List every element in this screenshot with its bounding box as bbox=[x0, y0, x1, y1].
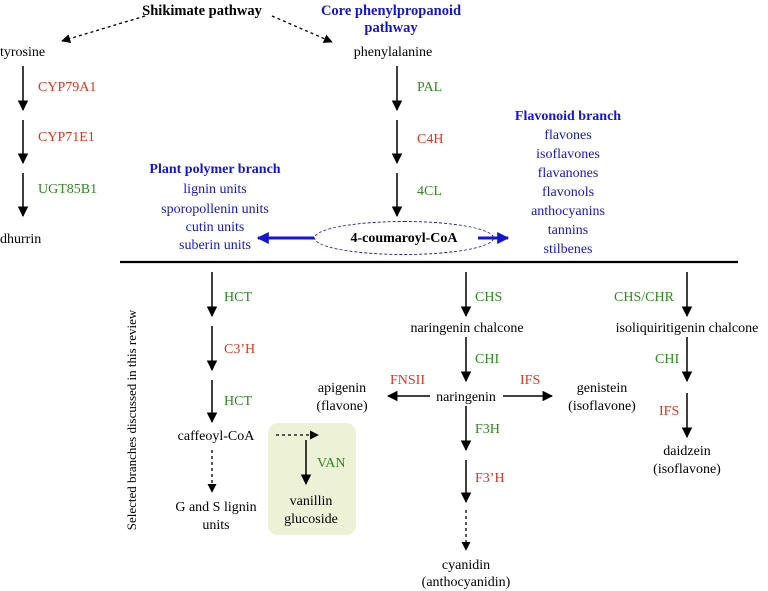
flavonoid-branch-header: Flavonoid branch bbox=[514, 109, 622, 124]
vanillin-label-line1: vanillin bbox=[289, 494, 333, 509]
shikimate-to-phenylalanine-arrow bbox=[271, 15, 333, 43]
shikimate-to-tyrosine-arrow bbox=[61, 15, 146, 43]
flavonoid-item-flavones: flavones bbox=[544, 128, 592, 143]
hct-label-1: HCT bbox=[224, 290, 252, 305]
naringenin-chalcone-label: naringenin chalcone bbox=[410, 321, 524, 336]
g-s-lignin-label-line2: units bbox=[202, 518, 230, 533]
core-header-line2: pathway bbox=[364, 20, 418, 36]
fnsii-label: FNSII bbox=[390, 373, 426, 388]
4cl-label: 4CL bbox=[417, 184, 442, 199]
flavonoid-item-isoflavones: isoflavones bbox=[536, 147, 600, 162]
shikimate-header: Shikimate pathway bbox=[142, 3, 262, 19]
c3h-label: C3’H bbox=[224, 342, 256, 357]
core-header-line1: Core phenylpropanoid bbox=[320, 3, 462, 19]
flavonoid-item-anthocyanins: anthocyanins bbox=[531, 204, 605, 219]
tyrosine-label: tyrosine bbox=[0, 45, 46, 60]
chs-chr-label: CHS/CHR bbox=[614, 290, 674, 305]
cyp79a1-label: CYP79A1 bbox=[38, 80, 97, 95]
ugt85b1-label: UGT85B1 bbox=[38, 182, 98, 197]
flavonoid-item-tannins: tannins bbox=[547, 223, 589, 238]
phenylalanine-label: phenylalanine bbox=[353, 45, 433, 60]
chi-label: CHI bbox=[475, 352, 500, 367]
apigenin-label-line2: (flavone) bbox=[316, 399, 368, 414]
iso-chi-label: CHI bbox=[655, 352, 680, 367]
f3prime-h-label: F3’H bbox=[475, 471, 505, 486]
cyanidin-label-line1: cyanidin bbox=[441, 558, 491, 573]
dhurrin-label: dhurrin bbox=[0, 232, 42, 247]
cyp71e1-label: CYP71E1 bbox=[38, 130, 95, 145]
isoliquiritigenin-chalcone-label: isoliquiritigenin chalcone bbox=[615, 321, 759, 336]
genistein-label-line2: (isoflavone) bbox=[568, 399, 636, 414]
polymer-item-lignin: lignin units bbox=[183, 182, 247, 197]
daidzein-label-line1: daidzein bbox=[663, 444, 711, 459]
van-label: VAN bbox=[317, 456, 346, 471]
naringenin-label: naringenin bbox=[436, 390, 496, 405]
flavonoid-item-flavonols: flavonols bbox=[541, 185, 595, 200]
daidzein-label-line2: (isoflavone) bbox=[653, 462, 721, 477]
iso-ifs-label: IFS bbox=[659, 404, 680, 419]
polymer-item-cutin: cutin units bbox=[185, 220, 245, 235]
chs-label: CHS bbox=[475, 290, 503, 305]
ifs-label: IFS bbox=[520, 373, 541, 388]
vanillin-highlight-box bbox=[268, 423, 356, 535]
cyanidin-label-line2: (anthocyanidin) bbox=[421, 575, 511, 590]
flavonoid-item-flavanones: flavanones bbox=[537, 166, 599, 181]
apigenin-label-line1: apigenin bbox=[317, 381, 367, 396]
g-s-lignin-label-line1: G and S lignin bbox=[175, 500, 257, 515]
hct-label-2: HCT bbox=[224, 394, 252, 409]
f3h-label: F3H bbox=[475, 422, 500, 437]
vanillin-label-line2: glucoside bbox=[284, 512, 338, 527]
caffeoyl-coa-label: caffeoyl-CoA bbox=[177, 429, 255, 444]
genistein-label-line1: genistein bbox=[576, 381, 628, 396]
flavonoid-item-stilbenes: stilbenes bbox=[543, 242, 593, 257]
pal-label: PAL bbox=[417, 80, 443, 95]
coumaroyl-coa-label: 4-coumaroyl-CoA bbox=[350, 231, 458, 246]
polymer-item-sporopollenin: sporopollenin units bbox=[161, 202, 269, 217]
polymer-branch-header: Plant polymer branch bbox=[149, 162, 281, 177]
polymer-item-suberin: suberin units bbox=[179, 238, 251, 253]
selected-branches-side-label: Selected branches discussed in this revi… bbox=[124, 309, 139, 531]
c4h-label: C4H bbox=[417, 132, 444, 147]
